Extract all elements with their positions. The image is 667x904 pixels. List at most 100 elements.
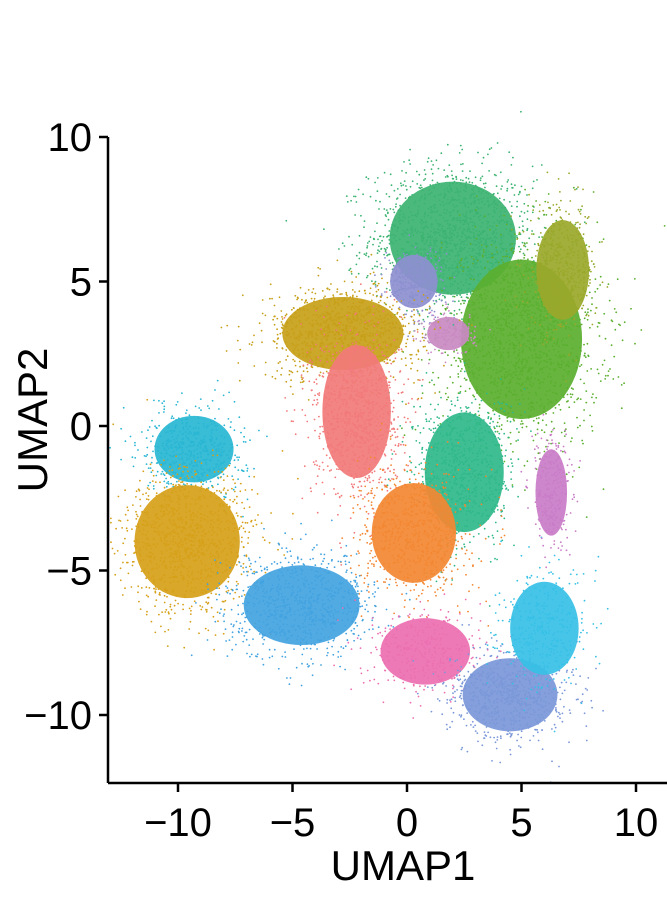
point bbox=[549, 274, 552, 277]
point bbox=[471, 365, 474, 368]
point bbox=[532, 316, 535, 319]
point bbox=[351, 281, 354, 283]
point bbox=[431, 273, 434, 276]
point bbox=[429, 292, 432, 295]
point bbox=[445, 266, 447, 269]
point bbox=[409, 283, 412, 285]
point bbox=[489, 382, 492, 385]
point bbox=[515, 305, 518, 308]
point bbox=[400, 269, 403, 271]
point bbox=[285, 359, 287, 361]
point bbox=[345, 195, 348, 198]
point bbox=[577, 271, 579, 273]
point bbox=[403, 434, 406, 437]
point bbox=[565, 210, 567, 213]
point bbox=[461, 273, 464, 275]
point bbox=[599, 284, 601, 286]
point bbox=[571, 347, 574, 350]
point bbox=[507, 285, 510, 288]
point bbox=[316, 357, 318, 360]
point bbox=[558, 262, 561, 264]
point bbox=[592, 393, 594, 395]
point bbox=[364, 419, 367, 422]
point bbox=[496, 385, 498, 388]
point bbox=[529, 348, 531, 350]
point bbox=[293, 336, 296, 339]
point bbox=[495, 372, 497, 375]
point bbox=[457, 336, 460, 339]
point bbox=[518, 373, 521, 376]
point bbox=[445, 344, 447, 346]
point bbox=[470, 203, 472, 206]
point bbox=[442, 211, 445, 214]
point bbox=[528, 305, 531, 307]
point bbox=[302, 307, 305, 310]
point bbox=[471, 248, 474, 250]
point bbox=[329, 313, 332, 315]
point bbox=[546, 361, 549, 363]
point bbox=[421, 269, 423, 271]
point bbox=[423, 328, 426, 330]
point bbox=[543, 319, 546, 321]
point bbox=[476, 259, 479, 262]
point bbox=[487, 213, 490, 216]
point bbox=[514, 266, 517, 269]
point bbox=[325, 358, 328, 360]
point bbox=[318, 392, 321, 394]
point bbox=[456, 264, 459, 267]
point bbox=[319, 371, 322, 374]
point bbox=[292, 307, 295, 309]
point bbox=[446, 306, 449, 309]
point bbox=[357, 412, 360, 415]
point bbox=[355, 400, 358, 402]
point bbox=[559, 191, 561, 193]
point bbox=[380, 296, 382, 298]
point bbox=[303, 341, 306, 343]
point bbox=[417, 283, 420, 286]
point bbox=[443, 312, 446, 315]
point bbox=[475, 386, 478, 388]
point bbox=[469, 379, 472, 382]
point bbox=[369, 409, 372, 412]
point bbox=[367, 310, 370, 313]
point bbox=[541, 419, 544, 422]
point bbox=[407, 322, 410, 325]
point bbox=[418, 313, 421, 315]
point bbox=[392, 233, 395, 236]
point bbox=[276, 370, 279, 372]
point bbox=[369, 292, 371, 295]
point bbox=[358, 460, 361, 463]
point bbox=[390, 423, 393, 425]
point bbox=[356, 318, 359, 320]
point bbox=[429, 241, 432, 244]
point bbox=[532, 180, 535, 183]
point bbox=[589, 414, 591, 417]
point bbox=[524, 358, 527, 360]
point bbox=[353, 483, 356, 486]
point bbox=[331, 423, 334, 425]
point bbox=[589, 282, 591, 284]
point bbox=[397, 443, 400, 445]
point bbox=[442, 262, 445, 265]
point bbox=[579, 299, 581, 301]
point bbox=[380, 273, 383, 276]
point bbox=[341, 469, 344, 472]
point bbox=[331, 342, 334, 344]
point bbox=[449, 283, 452, 285]
point bbox=[515, 399, 518, 401]
point bbox=[531, 261, 534, 264]
point bbox=[499, 318, 502, 321]
point bbox=[502, 360, 505, 362]
point bbox=[430, 191, 433, 194]
point bbox=[518, 231, 521, 234]
point bbox=[596, 221, 599, 224]
point bbox=[508, 390, 510, 393]
point bbox=[388, 344, 391, 346]
point bbox=[479, 253, 482, 255]
point bbox=[535, 301, 538, 304]
point bbox=[363, 326, 366, 329]
point bbox=[548, 358, 551, 361]
point bbox=[570, 291, 572, 293]
point bbox=[406, 288, 409, 291]
point bbox=[454, 300, 456, 303]
